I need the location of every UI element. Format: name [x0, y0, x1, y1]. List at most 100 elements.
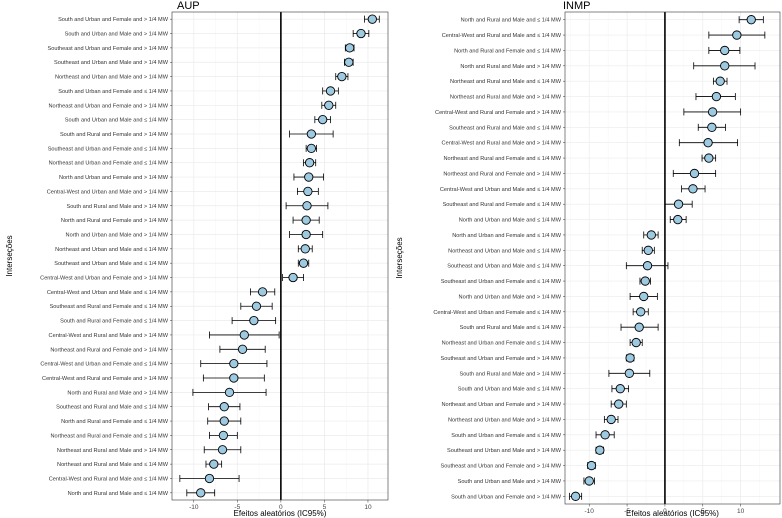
aup-estimate-row [209, 330, 280, 340]
aup-category-label: Southeast and Urban and Male and > 1/4 M… [54, 60, 169, 66]
aup-point-estimate [356, 28, 366, 39]
aup-category-label: South and Urban and Male and ≤ 1/4 MW [65, 118, 169, 124]
aup-point-estimate [302, 201, 312, 211]
inmp-category-label: South and Urban and Female and > 1/4 MW [451, 494, 562, 500]
inmp-estimate-row [603, 414, 619, 425]
inmp-category-label: Central-West and Rural and Female and > … [435, 110, 562, 116]
inmp-point-estimate [586, 460, 597, 471]
aup-category-label: Southeast and Urban and Female and ≤ 1/4… [48, 146, 169, 152]
aup-point-estimate [345, 43, 355, 53]
aup-estimate-row [305, 143, 317, 154]
aup-estimate-row [297, 186, 319, 197]
inmp-category-label: Northeast and Urban and Female and ≤ 1/4… [442, 341, 562, 347]
inmp-x-tick-label: -5 [624, 508, 630, 515]
aup-category-label: Northeast and Urban and Male and ≤ 1/4 M… [55, 247, 169, 253]
inmp-point-estimate [631, 337, 641, 348]
inmp-estimate-row [678, 138, 739, 148]
aup-x-tick-label: 5 [323, 504, 327, 511]
aup-estimate-row [186, 488, 216, 498]
inmp-category-label: Northeast and Rural and Female and ≤ 1/4… [444, 156, 562, 162]
aup-x-tick-label: -10 [189, 504, 199, 511]
inmp-x-tick-label: 10 [737, 508, 745, 515]
aup-category-label: South and Urban and Male and > 1/4 MW [65, 32, 169, 38]
inmp-point-estimate [689, 168, 700, 179]
aup-category-label: Central-West and Urban and Male and ≤ 1/… [47, 290, 169, 296]
aup-x-tick-label: 0 [279, 504, 283, 511]
inmp-category-label: North and Rural and Male and > 1/4 MW [460, 64, 561, 70]
aup-point-estimate [224, 387, 235, 398]
inmp-point-estimate [643, 245, 653, 255]
inmp-category-label: Southeast and Urban and Male and ≤ 1/4 M… [447, 264, 561, 270]
inmp-category-label: North and Urban and Male and ≤ 1/4 MW [459, 218, 562, 224]
aup-point-estimate [298, 258, 309, 268]
inmp-estimate-row [595, 445, 605, 455]
inmp-point-estimate [639, 291, 649, 302]
inmp-estimate-row [712, 76, 728, 86]
inmp-category-label: North and Urban and Female and ≤ 1/4 MW [452, 233, 562, 239]
aup-point-estimate [196, 488, 206, 498]
aup-point-estimate [217, 445, 228, 455]
aup-category-label: Northeast and Urban and Female and > 1/4… [48, 103, 168, 109]
aup-category-label: South and Rural and Male and > 1/4 MW [66, 204, 168, 210]
inmp-estimate-row [641, 245, 655, 255]
aup-estimate-row [240, 301, 273, 311]
inmp-point-estimate [688, 184, 698, 194]
aup-point-estimate [300, 244, 310, 254]
inmp-estimate-row [697, 122, 726, 132]
aup-point-estimate [304, 158, 315, 168]
aup-category-label: South and Urban and Female and > 1/4 MW [58, 17, 169, 23]
aup-point-estimate [239, 330, 249, 340]
inmp-y-axis-title: Interseções [395, 237, 404, 278]
inmp-category-label: Southeast and Rural and Female and ≤ 1/4… [443, 202, 562, 208]
inmp-point-estimate [711, 91, 722, 102]
aup-estimate-row [179, 473, 240, 484]
aup-estimate-row [282, 272, 304, 283]
aup-category-label: Northeast and Urban and Male and > 1/4 M… [55, 75, 169, 81]
inmp-x-tick-label: 5 [701, 508, 705, 515]
aup-estimate-row [322, 86, 339, 96]
inmp-panel: INMP North and Rural and Male and ≤ 1/4 … [395, 0, 781, 518]
inmp-estimate-row [708, 45, 741, 56]
inmp-panel-frame [564, 11, 781, 505]
inmp-estimate-row [683, 107, 742, 117]
inmp-point-estimate [625, 353, 635, 363]
aup-estimate-row [297, 258, 310, 268]
inmp-category-label: South and Urban and Male and > 1/4 MW [458, 479, 562, 485]
aup-category-label: North and Rural and Male and > 1/4 MW [67, 390, 168, 396]
inmp-category-label: Northeast and Rural and Male and > 1/4 M… [450, 95, 562, 101]
aup-estimate-row [289, 229, 324, 240]
aup-category-label: Northeast and Rural and Male and ≤ 1/4 M… [57, 462, 169, 468]
inmp-category-label: South and Rural and Male and > 1/4 MW [459, 371, 561, 377]
inmp-point-estimate [707, 107, 718, 117]
inmp-point-estimate [606, 414, 616, 425]
aup-category-label: South and Rural and Female and ≤ 1/4 MW [60, 319, 169, 325]
inmp-point-estimate [624, 368, 634, 378]
inmp-category-label: Southeast and Rural and Male and ≤ 1/4 M… [449, 125, 562, 131]
inmp-estimate-row [693, 61, 756, 71]
inmp-estimate-row [620, 322, 659, 332]
inmp-panel-title: INMP [563, 0, 591, 12]
aup-x-tick-label: -5 [234, 504, 240, 511]
inmp-category-label: North and Rural and Female and ≤ 1/4 MW [454, 48, 562, 54]
aup-panel: AUP South and Urban and Female and > 1/4… [5, 0, 389, 518]
aup-category-label: Central-West and Rural and Male and > 1/… [49, 333, 169, 339]
aup-point-estimate [344, 57, 354, 67]
aup-category-label: North and Rural and Male and ≤ 1/4 MW [68, 491, 169, 497]
inmp-estimate-row [610, 399, 627, 409]
aup-point-estimate [301, 215, 311, 225]
aup-estimate-row [209, 430, 238, 441]
inmp-point-estimate [584, 476, 594, 486]
aup-category-label: Southeast and Rural and Female and ≤ 1/4… [50, 304, 169, 310]
aup-estimate-row [335, 71, 349, 82]
aup-category-label: Central-West and Rural and Male and ≤ 1/… [49, 476, 169, 482]
inmp-estimate-row [708, 30, 766, 40]
inmp-point-estimate [715, 76, 725, 86]
aup-point-estimate [337, 71, 347, 82]
inmp-point-estimate [642, 261, 653, 271]
aup-point-estimate [218, 430, 229, 441]
aup-estimate-row [219, 344, 266, 354]
aup-estimate-row [192, 387, 267, 398]
aup-estimate-row [297, 244, 313, 254]
inmp-category-label: Northeast and Urban and Male and ≤ 1/4 M… [448, 248, 562, 254]
inmp-category-label: Central-West and Rural and Male and ≤ 1/… [442, 33, 562, 39]
